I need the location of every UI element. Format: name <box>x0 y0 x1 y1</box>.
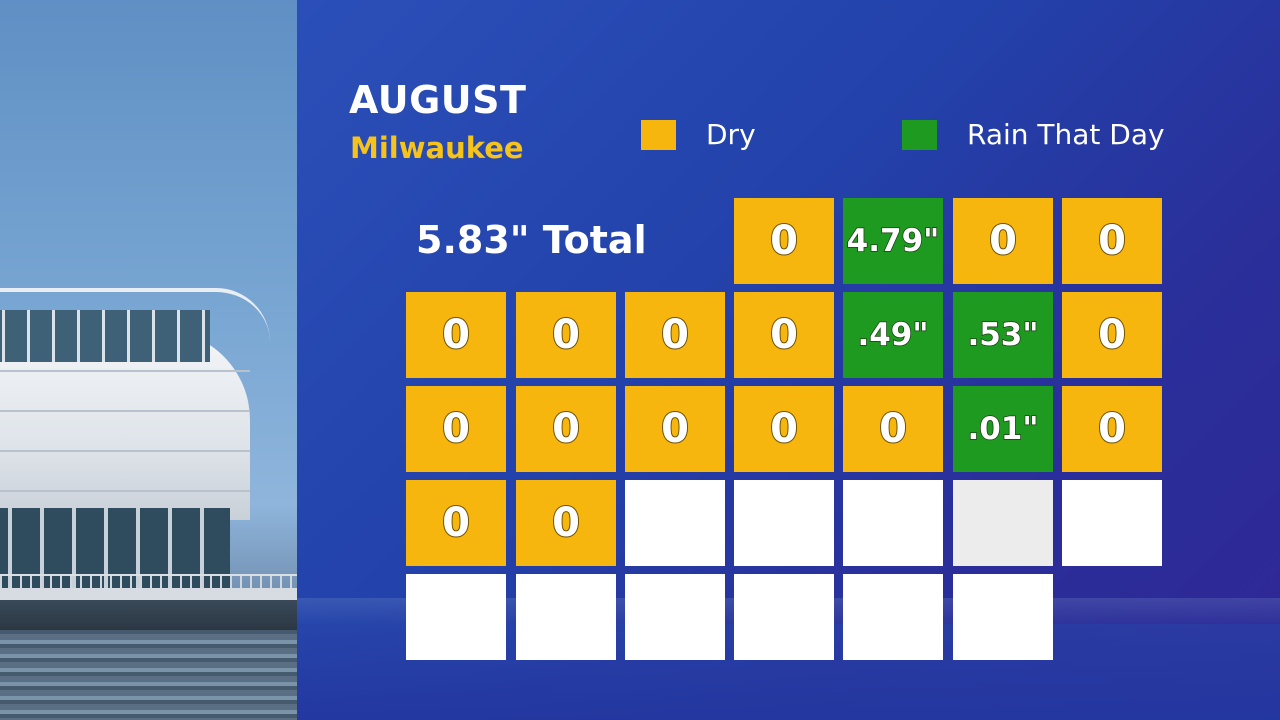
legend-dry: Dry <box>641 118 756 151</box>
rain-day-cell: 4.79" <box>843 198 943 284</box>
day-rainfall-value: 0 <box>878 405 908 453</box>
dry-day-cell: 0 <box>625 386 725 472</box>
day-rainfall-value: 0 <box>988 217 1018 265</box>
legend-rain: Rain That Day <box>902 118 1165 151</box>
dry-day-cell: 0 <box>1062 292 1162 378</box>
dry-day-cell: 0 <box>734 292 834 378</box>
pier <box>0 600 297 630</box>
dry-day-cell: 0 <box>843 386 943 472</box>
dry-day-cell: 0 <box>1062 198 1162 284</box>
day-rainfall-value: 0 <box>769 405 799 453</box>
empty-day-cell <box>843 480 943 566</box>
day-rainfall-value: 0 <box>551 405 581 453</box>
rain-day-cell: .49" <box>843 292 943 378</box>
day-rainfall-value: 0 <box>660 405 690 453</box>
legend-rain-label: Rain That Day <box>967 118 1165 151</box>
day-rainfall-value: 0 <box>769 311 799 359</box>
day-rainfall-value: .53" <box>967 316 1040 354</box>
day-rainfall-value: 0 <box>441 405 471 453</box>
dry-day-cell: 0 <box>734 198 834 284</box>
lakefront-building-photo <box>0 0 297 720</box>
lake-water <box>0 620 297 720</box>
month-title: AUGUST <box>349 78 527 122</box>
dry-day-cell: 0 <box>625 292 725 378</box>
dry-day-cell: 0 <box>734 386 834 472</box>
dry-day-cell: 0 <box>516 292 616 378</box>
empty-day-cell <box>516 574 616 660</box>
legend-dry-swatch <box>641 119 676 150</box>
empty-day-cell <box>953 574 1053 660</box>
dry-day-cell: 0 <box>516 386 616 472</box>
deck-railing <box>0 574 297 590</box>
rain-day-cell: .01" <box>953 386 1053 472</box>
empty-day-cell <box>953 480 1053 566</box>
day-rainfall-value: 0 <box>441 499 471 547</box>
day-rainfall-value: 0 <box>769 217 799 265</box>
monthly-total: 5.83" Total <box>416 218 647 262</box>
legend-rain-swatch <box>902 119 937 150</box>
day-rainfall-value: 0 <box>1097 311 1127 359</box>
day-rainfall-value: .01" <box>967 410 1040 448</box>
rain-day-cell: .53" <box>953 292 1053 378</box>
dry-day-cell: 0 <box>406 480 506 566</box>
day-rainfall-value: 4.79" <box>846 222 940 260</box>
empty-day-cell <box>734 480 834 566</box>
empty-day-cell <box>625 574 725 660</box>
empty-day-cell <box>1062 480 1162 566</box>
dry-day-cell: 0 <box>516 480 616 566</box>
day-rainfall-value: 0 <box>1097 405 1127 453</box>
day-rainfall-value: 0 <box>551 311 581 359</box>
city-subtitle: Milwaukee <box>350 131 524 165</box>
day-rainfall-value: 0 <box>551 499 581 547</box>
legend-dry-label: Dry <box>706 118 756 151</box>
empty-day-cell <box>625 480 725 566</box>
day-rainfall-value: 0 <box>441 311 471 359</box>
empty-day-cell <box>843 574 943 660</box>
dry-day-cell: 0 <box>406 386 506 472</box>
dry-day-cell: 0 <box>1062 386 1162 472</box>
empty-day-cell <box>734 574 834 660</box>
deck <box>0 588 297 600</box>
dry-day-cell: 0 <box>953 198 1053 284</box>
dry-day-cell: 0 <box>406 292 506 378</box>
day-rainfall-value: 0 <box>660 311 690 359</box>
day-rainfall-value: 0 <box>1097 217 1127 265</box>
empty-day-cell <box>406 574 506 660</box>
building-roof-canopy <box>0 288 270 342</box>
day-rainfall-value: .49" <box>857 316 930 354</box>
